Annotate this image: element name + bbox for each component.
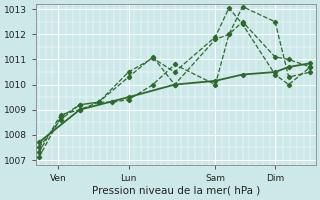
X-axis label: Pression niveau de la mer( hPa ): Pression niveau de la mer( hPa )	[92, 186, 260, 196]
